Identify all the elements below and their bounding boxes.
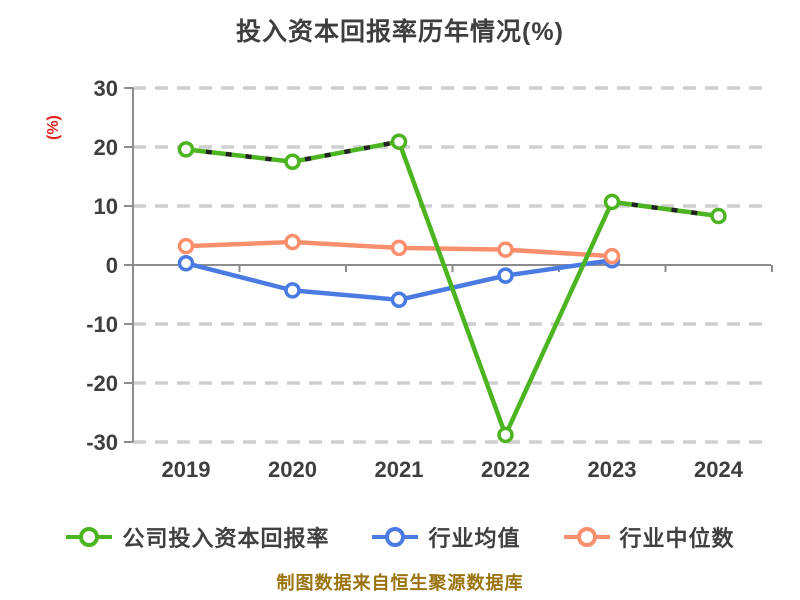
data-source-note: 制图数据来自恒生聚源数据库 <box>276 573 524 593</box>
data-point-marker-1 <box>497 267 514 284</box>
legend-item-company-roic: 公司投入资本回报率 <box>65 521 329 553</box>
series-line-0 <box>183 139 721 438</box>
y-tick-label: 20 <box>94 135 118 160</box>
legend-item-industry-mean: 行业均值 <box>371 521 520 553</box>
legend-label-company-roic: 公司投入资本回报率 <box>122 526 330 551</box>
chart-title: 投入资本回报率历年情况(%) <box>236 18 564 46</box>
x-tick-label: 2021 <box>375 457 424 482</box>
legend-marker-blue-icon <box>372 527 419 547</box>
x-tick-label: 2022 <box>481 457 530 482</box>
legend: 公司投入资本回报率 行业均值 行业中位数 <box>0 521 800 553</box>
y-tick-label: 10 <box>94 194 118 219</box>
data-point-marker-0 <box>284 153 301 170</box>
y-tick-label: 0 <box>106 253 118 278</box>
x-tick-label: 2023 <box>588 457 637 482</box>
x-tick-label: 2020 <box>268 457 317 482</box>
x-tick-label: 2024 <box>694 457 744 482</box>
data-point-marker-2 <box>390 239 408 257</box>
data-point-marker-2 <box>177 237 195 255</box>
y-tick-label: -30 <box>86 430 118 455</box>
legend-label-industry-median: 行业中位数 <box>619 526 735 551</box>
x-tick-label: 2019 <box>162 457 211 482</box>
y-tick-label: -20 <box>86 371 118 396</box>
legend-marker-orange-icon <box>563 527 610 547</box>
legend-item-industry-median: 行业中位数 <box>563 521 735 553</box>
data-point-marker-0 <box>390 133 408 150</box>
y-tick-label: -10 <box>86 312 118 337</box>
data-point-marker-2 <box>603 247 621 265</box>
data-point-marker-1 <box>390 291 408 309</box>
legend-marker-green-icon <box>66 527 113 547</box>
data-point-marker-1 <box>177 254 195 272</box>
data-point-marker-2 <box>284 233 301 251</box>
data-point-marker-2 <box>497 241 514 258</box>
data-point-marker-1 <box>284 282 301 299</box>
data-point-marker-0 <box>603 193 621 211</box>
data-point-marker-0 <box>497 426 514 444</box>
y-tick-label: 30 <box>94 76 118 101</box>
data-point-marker-0 <box>177 141 195 158</box>
data-point-marker-0 <box>710 207 727 225</box>
legend-label-industry-mean: 行业均值 <box>428 526 521 551</box>
